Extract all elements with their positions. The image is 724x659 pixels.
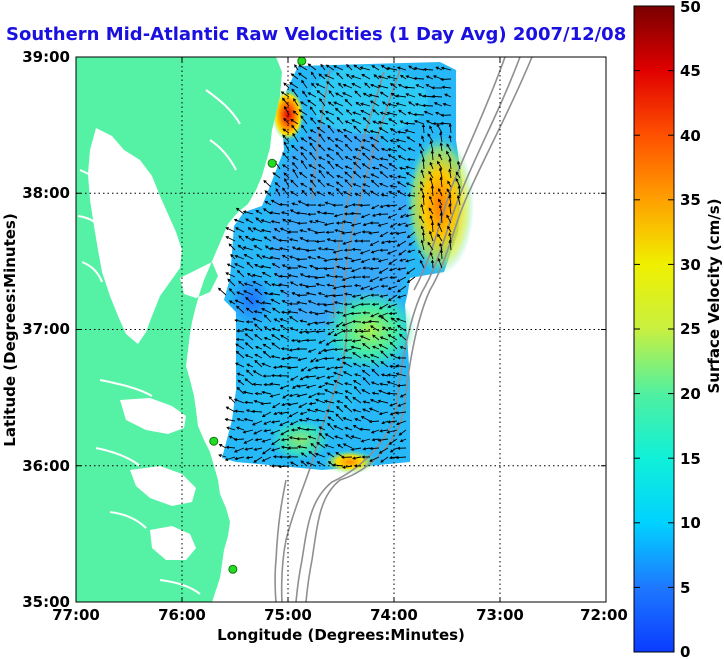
- colorbar-tick-label: 15: [680, 450, 701, 468]
- radar-station-marker: [297, 56, 307, 66]
- grid-lines: [76, 57, 606, 602]
- colorbar-tick-label: 25: [680, 320, 701, 338]
- y-tick-label: 39:00: [22, 48, 70, 66]
- vector-arrows: [217, 63, 461, 469]
- radar-stations: [209, 56, 307, 574]
- colorbar-tick-label: 35: [680, 191, 701, 209]
- colorbar-tick-label: 45: [680, 62, 701, 80]
- y-tick-label: 36:00: [22, 457, 70, 475]
- bay-inlets: [77, 89, 241, 595]
- colorbar-tick-label: 20: [680, 385, 701, 403]
- y-tick-labels: 39:00 38:00 37:00 36:00 35:00: [22, 48, 70, 611]
- radar-station-marker: [267, 158, 277, 168]
- x-tick-label: 76:00: [158, 606, 206, 624]
- radar-station-marker: [228, 564, 238, 574]
- colorbar-label: Surface Velocity (cm/s): [705, 198, 723, 393]
- colorbar-tick-label: 5: [680, 579, 690, 597]
- colorbar-tick-label: 40: [680, 127, 701, 145]
- colorbar-tick-label: 0: [680, 643, 690, 659]
- y-tick-label: 35:00: [22, 593, 70, 611]
- colorbar-ticks: [634, 5, 674, 653]
- y-tick-label: 38:00: [22, 184, 70, 202]
- radar-station-marker: [209, 436, 219, 446]
- y-axis-label: Latitude (Degrees:Minutes): [1, 213, 19, 446]
- y-tick-label: 37:00: [22, 320, 70, 338]
- colorbar-tick-label: 30: [680, 256, 701, 274]
- current-vectors: [217, 63, 461, 469]
- colorbar-tick-label: 10: [680, 514, 701, 532]
- map-title: Southern Mid-Atlantic Raw Velocities (1 …: [6, 24, 628, 45]
- colorbar-tick-label: 50: [680, 0, 701, 16]
- x-tick-labels: 77:00 76:00 75:00 74:00 73:00 72:00: [52, 606, 628, 624]
- x-tick-label: 72:00: [580, 606, 628, 624]
- colorbar: [634, 6, 674, 652]
- x-axis-label: Longitude (Degrees:Minutes): [217, 626, 465, 644]
- x-tick-label: 74:00: [370, 606, 418, 624]
- x-tick-label: 75:00: [264, 606, 312, 624]
- axis-ticks: [75, 56, 607, 603]
- x-tick-label: 77:00: [52, 606, 100, 624]
- colorbar-tick-labels: 50 45 40 35 30 25 20 15 10 5 0: [680, 0, 701, 659]
- x-tick-label: 73:00: [476, 606, 524, 624]
